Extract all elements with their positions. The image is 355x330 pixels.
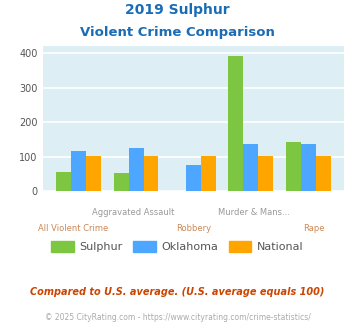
Text: All Violent Crime: All Violent Crime bbox=[38, 224, 108, 233]
Bar bbox=[129, 148, 143, 191]
Text: Compared to U.S. average. (U.S. average equals 100): Compared to U.S. average. (U.S. average … bbox=[30, 287, 325, 297]
Legend: Sulphur, Oklahoma, National: Sulphur, Oklahoma, National bbox=[47, 237, 308, 257]
Bar bbox=[114, 174, 129, 191]
Bar bbox=[186, 165, 201, 191]
Bar bbox=[316, 156, 331, 191]
Bar bbox=[244, 145, 258, 191]
Text: Violent Crime Comparison: Violent Crime Comparison bbox=[80, 26, 275, 39]
Bar bbox=[143, 156, 158, 191]
Bar bbox=[301, 145, 316, 191]
Bar bbox=[86, 156, 101, 191]
Bar bbox=[201, 156, 216, 191]
Text: Rape: Rape bbox=[304, 224, 325, 233]
Text: Robbery: Robbery bbox=[176, 224, 211, 233]
Bar bbox=[71, 151, 86, 191]
Text: 2019 Sulphur: 2019 Sulphur bbox=[125, 3, 230, 17]
Bar bbox=[286, 142, 301, 191]
Text: Aggravated Assault: Aggravated Assault bbox=[92, 208, 174, 217]
Bar bbox=[229, 55, 244, 191]
Text: © 2025 CityRating.com - https://www.cityrating.com/crime-statistics/: © 2025 CityRating.com - https://www.city… bbox=[45, 314, 310, 322]
Text: Murder & Mans...: Murder & Mans... bbox=[218, 208, 290, 217]
Bar bbox=[258, 156, 273, 191]
Bar bbox=[56, 172, 71, 191]
